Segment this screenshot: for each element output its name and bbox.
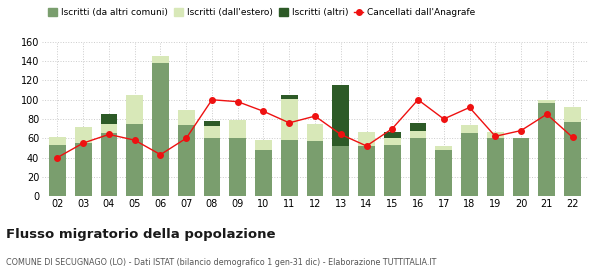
Bar (332, 146, 349, 196)
Bar (255, 150, 272, 196)
Text: COMUNE DI SECUGNAGO (LO) - Dati ISTAT (bilancio demografico 1 gen-31 dic) - Elab: COMUNE DI SECUGNAGO (LO) - Dati ISTAT (b… (6, 258, 436, 267)
Bar (358, 146, 375, 196)
Bar (461, 125, 478, 134)
Bar (436, 150, 452, 196)
Bar (203, 121, 220, 126)
Bar (487, 138, 503, 196)
Bar (538, 100, 555, 103)
Bar (178, 110, 194, 125)
Bar (101, 114, 118, 124)
Bar (436, 146, 452, 150)
Bar (538, 103, 555, 196)
Bar (410, 130, 427, 138)
Bar (281, 95, 298, 99)
Bar (410, 123, 427, 130)
Bar (49, 145, 66, 196)
Bar (384, 145, 401, 196)
Bar (152, 63, 169, 196)
Bar (281, 140, 298, 196)
Bar (203, 138, 220, 196)
Bar (127, 124, 143, 196)
Bar (49, 137, 66, 145)
Bar (512, 138, 529, 196)
Bar (461, 134, 478, 196)
Bar (75, 143, 92, 196)
Bar (564, 122, 581, 196)
Bar (307, 141, 323, 196)
Bar (384, 132, 401, 138)
Bar (203, 126, 220, 138)
Legend: Iscritti (da altri comuni), Iscritti (dall'estero), Iscritti (altri), Cancellati: Iscritti (da altri comuni), Iscritti (da… (47, 6, 477, 19)
Bar (332, 85, 349, 146)
Bar (127, 95, 143, 124)
Bar (307, 124, 323, 141)
Bar (75, 127, 92, 143)
Bar (229, 138, 246, 196)
Bar (281, 99, 298, 140)
Bar (564, 108, 581, 122)
Bar (255, 140, 272, 150)
Bar (101, 134, 118, 196)
Bar (384, 138, 401, 145)
Text: Flusso migratorio della popolazione: Flusso migratorio della popolazione (6, 228, 275, 241)
Bar (229, 120, 246, 138)
Bar (410, 138, 427, 196)
Bar (358, 132, 375, 146)
Bar (487, 132, 503, 138)
Bar (101, 124, 118, 134)
Bar (152, 57, 169, 63)
Bar (178, 125, 194, 196)
